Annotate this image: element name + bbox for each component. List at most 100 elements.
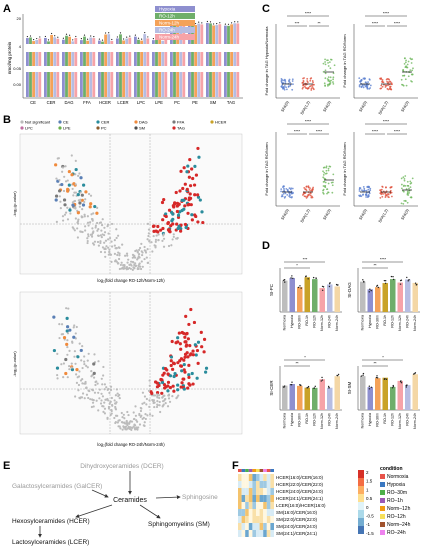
volcano-point: [67, 169, 71, 174]
bar-segment: [155, 52, 158, 66]
volcano-point: [151, 224, 156, 228]
data-point: [384, 282, 387, 284]
heatmap-cell: [238, 488, 242, 495]
heatmap-cell: [238, 516, 242, 523]
heatmap-cell: [241, 474, 246, 481]
data-point: [414, 282, 417, 284]
x-category-label: RO-1h: [383, 315, 387, 326]
volcano-point: [184, 314, 188, 318]
volcano-point: [59, 207, 62, 210]
bar-segment: [152, 72, 155, 97]
volcano-point: [99, 221, 103, 224]
heatmap-cell: [241, 481, 246, 488]
bar-segment: [146, 38, 150, 44]
bar-segment: [227, 25, 230, 44]
dotplot-point: [390, 195, 393, 198]
volcano-point: [166, 389, 170, 393]
volcano-point: [137, 426, 140, 429]
dotplot-point: [411, 73, 414, 76]
arrow-cer-sph: [155, 495, 181, 500]
data-point: [300, 384, 302, 387]
data-point: [290, 383, 292, 386]
dotplot-point: [403, 62, 406, 65]
dotplot-point: [404, 78, 407, 81]
volcano-point: [196, 146, 200, 151]
bar-segment: [122, 40, 125, 44]
heatmap-row-label: HCER(24:1)/CER(24:1): [276, 496, 324, 501]
bar-segment: [227, 52, 230, 66]
data-point: [123, 38, 125, 40]
volcano-point: [86, 359, 89, 362]
data-point: [384, 279, 387, 282]
volcano-point: [84, 229, 87, 232]
bar-segment: [218, 24, 222, 44]
volcano-point: [126, 254, 129, 257]
dotplot-point: [324, 72, 327, 75]
heatmap-cell: [270, 502, 274, 509]
volcano-point: [121, 428, 124, 431]
volcano-point: [75, 381, 79, 384]
volcano-point: [120, 261, 123, 264]
bar-segment: [92, 52, 96, 66]
bar-segment: [116, 52, 119, 66]
volcano-point: [74, 395, 77, 398]
volcano-point: [81, 215, 84, 219]
volcano-point: [167, 394, 170, 397]
dotplot-point: [329, 58, 332, 61]
volcano-point: [131, 426, 134, 430]
volcano-point: [108, 236, 112, 240]
bar-segment: [125, 72, 129, 97]
volcano-point: [119, 263, 122, 267]
dotplot-point: [409, 186, 412, 189]
dotplot-point: [323, 177, 326, 180]
bar-segment: [137, 72, 140, 97]
volcano-point: [110, 408, 113, 412]
x-category-label: RO-12h: [391, 413, 395, 426]
dotplot-point: [329, 67, 332, 70]
dotplot-point: [303, 85, 306, 88]
x-category-label: Norm-12h: [398, 413, 402, 429]
data-point: [321, 379, 324, 381]
volcano-point: [141, 265, 144, 268]
data-point: [368, 388, 371, 390]
bar-segment: [188, 72, 191, 97]
bar-segment: [143, 72, 147, 97]
legend-swatch: [96, 126, 100, 130]
volcano-point: [168, 400, 172, 403]
heatmap-cell: [270, 530, 274, 537]
bar-segment: [164, 72, 168, 97]
data-point: [320, 380, 322, 382]
volcano-point: [122, 425, 125, 428]
volcano-point: [145, 256, 148, 259]
dotplot-point: [323, 171, 326, 174]
volcano-point: [54, 194, 59, 198]
data-point: [108, 32, 110, 34]
bar: [412, 282, 418, 312]
volcano-point: [73, 191, 76, 194]
volcano-point: [65, 316, 69, 321]
dotplot-point: [364, 77, 366, 80]
volcano-point: [161, 404, 165, 407]
volcano-point: [89, 194, 93, 197]
x-category-label: RO-24h: [328, 413, 332, 426]
bar: [319, 379, 325, 410]
data-point: [299, 285, 301, 287]
volcano-point: [170, 339, 174, 344]
dotplot-point: [369, 84, 372, 87]
volcano-point: [95, 399, 98, 402]
volcano-point: [107, 246, 110, 249]
volcano-point: [77, 383, 81, 387]
volcano-point: [102, 374, 105, 377]
condition-swatch: [380, 490, 385, 495]
volcano-point: [172, 233, 175, 236]
bar-segment: [32, 72, 35, 97]
legend-swatch: [96, 120, 100, 124]
dotplot-point: [410, 80, 412, 82]
heatmap-cell: [256, 516, 260, 523]
dotplot-point: [384, 193, 387, 195]
bar-segment: [80, 72, 83, 97]
dotplot-point: [290, 192, 293, 195]
bar-segment: [71, 41, 75, 44]
sig-stars: **: [295, 361, 299, 366]
heatmap-cell: [266, 530, 271, 537]
